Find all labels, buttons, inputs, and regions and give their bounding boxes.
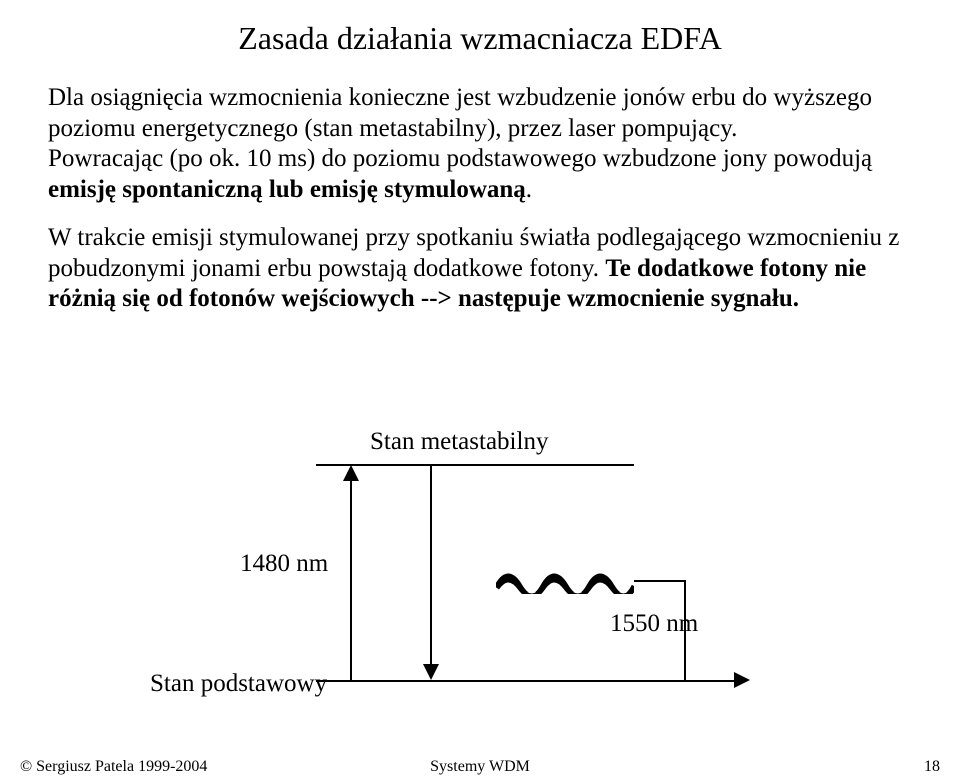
paragraph-2: W trakcie emisji stymulowanej przy spotk… (48, 223, 912, 315)
pump-arrow-shaft (350, 480, 352, 680)
wave-connector-line (634, 580, 684, 582)
wave-vertical-line (684, 580, 686, 680)
ground-level-line (316, 680, 634, 682)
pump-wavelength-label: 1480 nm (240, 550, 328, 578)
para1-b-bold: emisję spontaniczną lub emisję stymulowa… (48, 176, 526, 203)
pump-arrow-head (343, 465, 359, 481)
para1-b-plain2: . (526, 176, 532, 203)
metastable-label: Stan metastabilny (370, 428, 548, 456)
page-title: Zasada działania wzmacniacza EDFA (48, 20, 912, 57)
decay-arrow-head (423, 664, 439, 680)
footer-center: Systemy WDM (0, 758, 960, 776)
para1-a: Dla osiągnięcia wzmocnienia konieczne je… (48, 84, 872, 142)
output-arrow-shaft (634, 680, 734, 682)
paragraph-1: Dla osiągnięcia wzmocnienia konieczne je… (48, 83, 912, 205)
ground-label: Stan podstawowy (150, 670, 327, 698)
photon-wave-icon-2 (496, 574, 634, 594)
decay-arrow-shaft (430, 464, 432, 664)
para1-b-plain1: Powracając (po ok. 10 ms) do poziomu pod… (48, 145, 872, 172)
energy-diagram: Stan metastabilny Stan podstawowy 1480 n… (210, 420, 750, 720)
output-arrow-head (734, 672, 750, 688)
page-footer: © Sergiusz Patela 1999-2004 Systemy WDM … (0, 758, 960, 776)
metastable-level-line (316, 464, 634, 466)
